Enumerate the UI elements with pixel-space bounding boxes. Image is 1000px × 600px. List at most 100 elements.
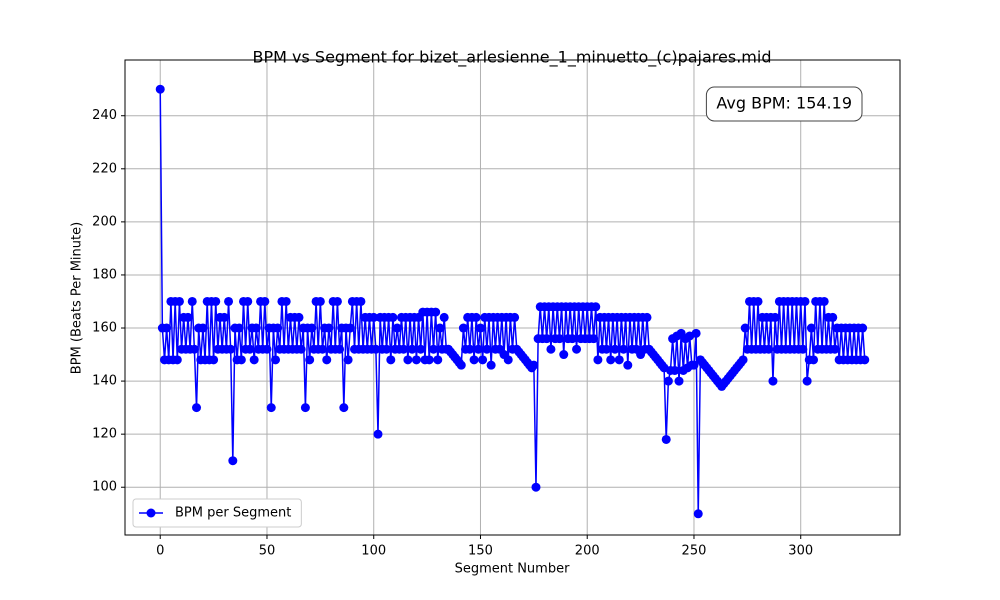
legend-label: BPM per Segment <box>175 506 291 521</box>
point <box>661 434 671 444</box>
point <box>243 296 253 306</box>
point <box>332 296 342 306</box>
point <box>345 323 355 333</box>
point <box>567 334 577 344</box>
point <box>266 403 276 413</box>
point <box>819 296 829 306</box>
y-tick-label: 200 <box>92 214 117 229</box>
x-tick-label: 50 <box>259 544 276 559</box>
annotation: Avg BPM: 154.19 <box>705 86 863 122</box>
point <box>162 323 172 333</box>
point <box>689 360 699 370</box>
point <box>228 456 238 466</box>
point <box>343 355 353 365</box>
point <box>189 344 199 354</box>
point <box>802 376 812 386</box>
point <box>392 323 402 333</box>
point <box>482 344 492 354</box>
point <box>529 360 539 370</box>
point <box>670 365 680 375</box>
y-axis-label: BPM (Beats Per Minute) <box>70 222 85 374</box>
point <box>172 355 182 365</box>
plot-frame <box>124 59 901 536</box>
point <box>382 344 392 354</box>
point <box>469 355 479 365</box>
y-tick-label: 160 <box>92 321 117 336</box>
point <box>691 328 701 338</box>
point <box>236 355 246 365</box>
point <box>828 312 838 322</box>
point <box>388 312 398 322</box>
point <box>768 376 778 386</box>
point <box>371 344 381 354</box>
point <box>386 355 396 365</box>
point <box>322 355 332 365</box>
point <box>610 344 620 354</box>
point <box>300 403 310 413</box>
point <box>619 344 629 354</box>
point <box>809 355 819 365</box>
point <box>211 296 221 306</box>
point <box>373 429 383 439</box>
point <box>411 355 421 365</box>
point <box>339 403 349 413</box>
legend-box <box>132 498 302 528</box>
x-tick-label: 0 <box>156 544 164 559</box>
x-tick-label: 250 <box>682 544 707 559</box>
point <box>245 344 255 354</box>
y-tick-label: 140 <box>92 374 117 389</box>
point <box>433 355 443 365</box>
point <box>806 323 816 333</box>
point <box>473 344 483 354</box>
point <box>226 344 236 354</box>
point <box>296 344 306 354</box>
point <box>546 344 556 354</box>
point <box>542 334 552 344</box>
x-axis-label: Segment Number <box>455 562 571 577</box>
legend-marker <box>146 508 156 518</box>
point <box>478 355 488 365</box>
y-tick-label: 240 <box>92 108 117 123</box>
point <box>554 334 564 344</box>
point <box>281 296 291 306</box>
point <box>465 344 475 354</box>
point <box>356 296 366 306</box>
point <box>601 344 611 354</box>
point <box>271 355 281 365</box>
point <box>431 307 441 317</box>
point <box>324 323 334 333</box>
point <box>251 323 261 333</box>
point <box>606 355 616 365</box>
point <box>674 376 684 386</box>
y-tick-label: 220 <box>92 161 117 176</box>
point <box>315 296 325 306</box>
point <box>219 312 229 322</box>
point <box>740 323 750 333</box>
point <box>435 323 445 333</box>
point <box>234 323 244 333</box>
point <box>458 323 468 333</box>
point <box>510 312 520 322</box>
point <box>183 312 193 322</box>
point <box>399 344 409 354</box>
point <box>335 344 345 354</box>
point <box>753 296 763 306</box>
point <box>642 312 652 322</box>
point <box>174 296 184 306</box>
point <box>429 344 439 354</box>
point <box>475 323 485 333</box>
x-tick-label: 200 <box>575 544 600 559</box>
chart-title: BPM vs Segment for bizet_arlesienne_1_mi… <box>253 48 772 68</box>
x-tick-label: 300 <box>788 544 813 559</box>
point <box>262 344 272 354</box>
point <box>305 355 315 365</box>
point <box>198 323 208 333</box>
point <box>589 334 599 344</box>
point <box>209 355 219 365</box>
point <box>593 355 603 365</box>
point <box>273 323 283 333</box>
point <box>503 355 513 365</box>
point <box>187 296 197 306</box>
point <box>764 344 774 354</box>
point <box>486 360 496 370</box>
